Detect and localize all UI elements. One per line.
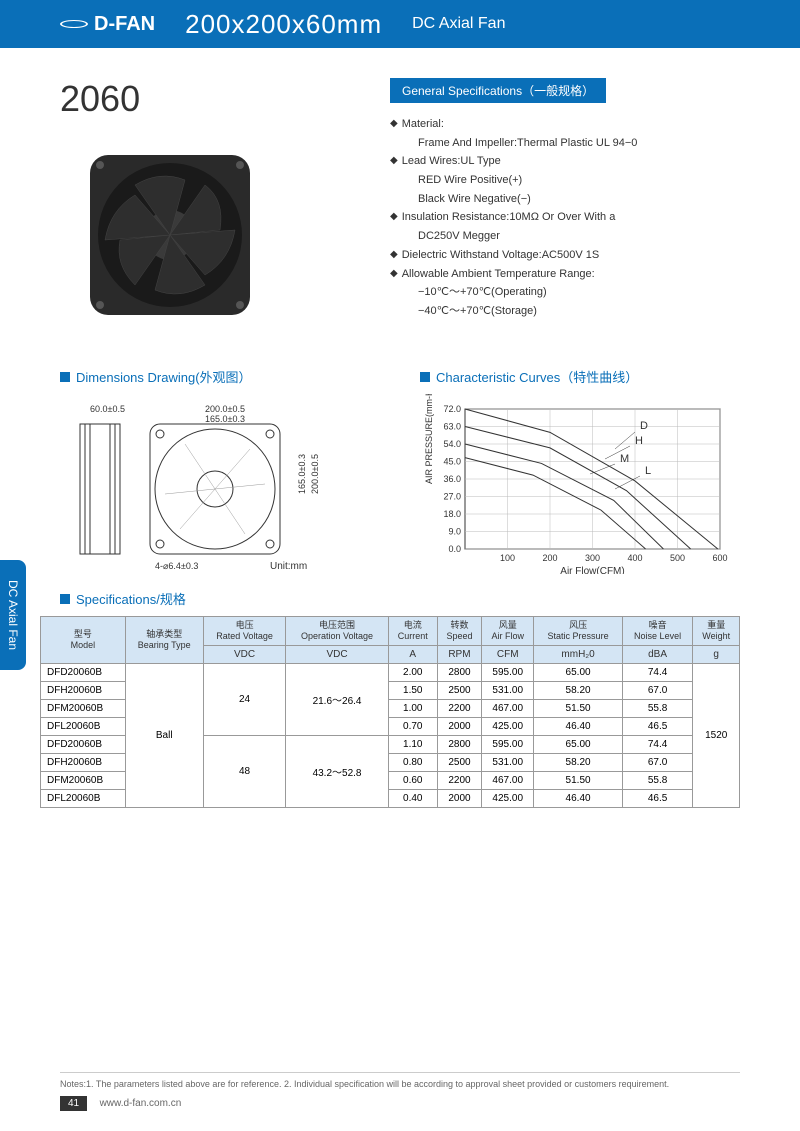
svg-text:Unit:mm: Unit:mm	[270, 561, 307, 572]
svg-text:27.0: 27.0	[443, 492, 461, 502]
fan-product-image	[60, 135, 280, 335]
svg-text:200: 200	[542, 553, 557, 563]
spec-item: Frame And Impeller:Thermal Plastic UL 94…	[390, 134, 740, 153]
logo-icon	[60, 20, 88, 28]
svg-text:H: H	[635, 435, 643, 447]
general-spec-title: General Specifications（一般规格）	[390, 78, 606, 103]
footer-notes: Notes:1. The parameters listed above are…	[60, 1072, 740, 1089]
left-column: 2060	[60, 78, 360, 335]
specifications-table: 型号Model轴承类型Bearing Type电压Rated Voltage电压…	[40, 616, 740, 808]
spec-table-title: Specifications/规格	[60, 589, 740, 608]
spec-item: ◆Material:	[390, 115, 740, 134]
dimensions-title: Dimensions Drawing(外观图）	[60, 367, 390, 386]
square-icon	[60, 594, 70, 604]
spec-item: ◆Lead Wires:UL Type	[390, 152, 740, 171]
spec-item: ◆Insulation Resistance:10MΩ Or Over With…	[390, 208, 740, 227]
svg-text:4-⌀6.4±0.3: 4-⌀6.4±0.3	[155, 561, 198, 571]
spec-item: ◆Dielectric Withstand Voltage:AC500V 1S	[390, 246, 740, 265]
mid-row: Dimensions Drawing(外观图） 200.0±0.5 165.0±…	[60, 355, 740, 574]
spec-item: −40℃～+70℃(Storage)	[390, 302, 740, 321]
svg-text:54.0: 54.0	[443, 439, 461, 449]
top-row: 2060 General Specifications（一般规格） ◆Mater…	[60, 78, 740, 335]
svg-text:45.0: 45.0	[443, 457, 461, 467]
model-number: 2060	[60, 78, 360, 120]
svg-text:L: L	[645, 465, 651, 477]
svg-text:9.0: 9.0	[448, 527, 461, 537]
svg-text:36.0: 36.0	[443, 474, 461, 484]
svg-text:600: 600	[712, 553, 727, 563]
spec-item: RED Wire Positive(+)	[390, 171, 740, 190]
dimensions-section: Dimensions Drawing(外观图） 200.0±0.5 165.0±…	[60, 355, 390, 574]
header-product-type: DC Axial Fan	[412, 15, 505, 33]
spec-item: Black Wire Negative(−)	[390, 190, 740, 209]
svg-text:100: 100	[500, 553, 515, 563]
svg-text:300: 300	[585, 553, 600, 563]
svg-text:63.0: 63.0	[443, 422, 461, 432]
page: D-FAN 200x200x60mm DC Axial Fan DC Axial…	[0, 0, 800, 1131]
svg-text:D: D	[640, 420, 648, 432]
right-column: General Specifications（一般规格） ◆Material:F…	[390, 78, 740, 335]
square-icon	[60, 372, 70, 382]
footer-url: www.d-fan.com.cn	[100, 1098, 182, 1109]
svg-text:18.0: 18.0	[443, 509, 461, 519]
svg-text:200.0±0.5: 200.0±0.5	[310, 454, 320, 494]
svg-text:0.0: 0.0	[448, 544, 461, 554]
dimensions-drawing: 200.0±0.5 165.0±0.3 60.0±0.5 165.0±0.3 2…	[60, 394, 390, 574]
svg-text:200.0±0.5: 200.0±0.5	[205, 404, 245, 414]
square-icon	[420, 372, 430, 382]
spec-item: ◆Allowable Ambient Temperature Range:	[390, 265, 740, 284]
general-spec-list: ◆Material:Frame And Impeller:Thermal Pla…	[390, 115, 740, 321]
svg-text:500: 500	[670, 553, 685, 563]
page-number: 41	[60, 1096, 87, 1111]
brand-text: D-FAN	[94, 13, 155, 36]
footer: Notes:1. The parameters listed above are…	[0, 1072, 800, 1111]
characteristic-curves-chart: 100 200 300 400 500 600 0.0 9.0 18.0 27.0 36.0 45.0…	[420, 394, 740, 574]
content: 2060 General Specifications（一般规格） ◆Mater…	[0, 48, 800, 818]
svg-text:60.0±0.5: 60.0±0.5	[90, 404, 125, 414]
svg-text:72.0: 72.0	[443, 404, 461, 414]
svg-text:165.0±0.3: 165.0±0.3	[205, 414, 245, 424]
brand-logo: D-FAN	[60, 13, 155, 36]
side-tab: DC Axial Fan	[0, 560, 26, 670]
curves-title: Characteristic Curves（特性曲线）	[420, 367, 740, 386]
svg-text:Air Flow(CFM): Air Flow(CFM)	[560, 566, 624, 574]
svg-text:400: 400	[627, 553, 642, 563]
spec-item: DC250V Megger	[390, 227, 740, 246]
header-bar: D-FAN 200x200x60mm DC Axial Fan	[0, 0, 800, 48]
spec-item: −10℃～+70℃(Operating)	[390, 283, 740, 302]
svg-text:M: M	[620, 453, 629, 465]
svg-text:AIR PRESSURE(mm-H₂0): AIR PRESSURE(mm-H₂0)	[424, 394, 434, 484]
svg-text:165.0±0.3: 165.0±0.3	[297, 454, 307, 494]
header-dimensions: 200x200x60mm	[185, 9, 382, 40]
curves-section: Characteristic Curves（特性曲线） 100 200 300 400…	[420, 355, 740, 574]
table-row: DFD20060BBall2421.6～26.42.002800595.0065…	[41, 663, 740, 681]
